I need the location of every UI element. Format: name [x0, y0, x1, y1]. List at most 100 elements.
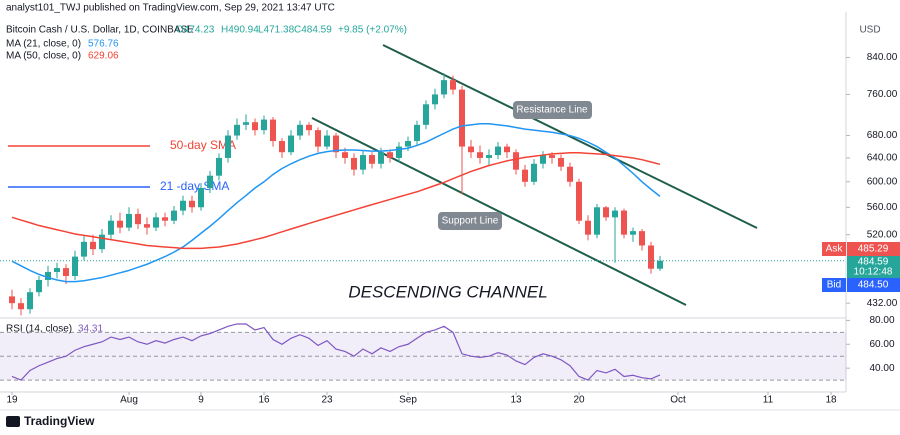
x-tick-label: Aug [120, 395, 138, 406]
candle-body [225, 135, 231, 158]
y-tick-label: 520.00 [867, 229, 898, 240]
rsi-tick-label: 40.00 [869, 363, 894, 374]
y-tick-label: 432.00 [867, 298, 898, 309]
candle-body [54, 268, 60, 273]
candle-body [513, 152, 519, 170]
legend-value: 629.06 [88, 51, 119, 62]
candle-body [234, 124, 240, 136]
candle-body [639, 231, 645, 246]
candle-body [135, 213, 141, 225]
candle-body [612, 210, 618, 218]
candle-body [162, 217, 168, 221]
legend-text: O474.23 [176, 25, 215, 36]
rsi-tick-label: 60.00 [869, 339, 894, 350]
legend-value: 576.76 [88, 39, 119, 50]
last-price-badge [847, 256, 900, 278]
x-tick-label: 16 [258, 395, 270, 406]
candle-body [549, 155, 555, 158]
y-tick-label: 840.00 [867, 52, 898, 63]
candle-body [81, 241, 87, 257]
x-tick-label: 11 [763, 395, 774, 406]
candle-body [270, 119, 276, 142]
legend-text: H490.94 [221, 25, 259, 36]
candle-body [126, 213, 132, 228]
x-tick-label: Sep [399, 395, 417, 406]
annotation: 21 -day SMA [160, 179, 229, 193]
ask-label: Ask [826, 244, 844, 255]
candle-body [594, 207, 600, 235]
candle-body [450, 80, 456, 90]
candle-body [108, 220, 114, 235]
ask-price-badge [847, 242, 900, 256]
candle-body [378, 152, 384, 164]
candle-body [279, 141, 285, 153]
annotation: 50-day SMA [170, 138, 236, 152]
candle-body [468, 146, 474, 153]
annotation: Support Line [442, 216, 499, 227]
bid-price-badge [847, 278, 900, 292]
resistance-callout [513, 101, 592, 119]
candle-body [396, 146, 402, 158]
candle-body [567, 166, 573, 182]
legend-text: L471.38 [258, 25, 295, 36]
candle-body [657, 260, 663, 269]
y-tick-label: 680.00 [867, 130, 898, 141]
x-tick-label: 13 [510, 395, 522, 406]
y-tick-label: 640.00 [867, 153, 898, 164]
rsi-value: 34.31 [78, 324, 103, 335]
candle-body [531, 163, 537, 182]
legend-text: Bitcoin Cash / U.S. Dollar, 1D, COINBASE [6, 25, 194, 36]
candle-body [9, 296, 15, 304]
pattern-label: DESCENDING CHANNEL [348, 282, 547, 301]
candle-body [342, 152, 348, 158]
rsi-line [11, 323, 661, 381]
ask-price: 485.29 [858, 244, 889, 255]
candle-body [486, 155, 492, 158]
x-tick-label: 23 [321, 395, 333, 406]
candle-body [387, 152, 393, 158]
candle-body [99, 234, 105, 250]
legend-text: C484.59 [294, 25, 332, 36]
candle-body [333, 135, 339, 153]
candle-body [261, 119, 267, 131]
countdown: 10:12:48 [854, 267, 893, 278]
bid-price: 484.50 [858, 280, 889, 291]
candle-body [243, 122, 249, 125]
candle-body [153, 217, 159, 228]
candle-body [72, 256, 78, 276]
y-unit: USD [859, 25, 880, 36]
brand: TradingView [24, 414, 95, 428]
candle-body [558, 157, 564, 167]
publisher: analyst101_TWJ published on TradingView.… [6, 3, 335, 14]
candle-body [90, 241, 96, 250]
candle-body [630, 231, 636, 235]
candle-body [522, 169, 528, 182]
brand-logo [6, 416, 20, 427]
candle-body [198, 187, 204, 208]
candle-body [288, 135, 294, 153]
candles [9, 73, 663, 316]
candle-body [621, 210, 627, 235]
candle-body [18, 303, 24, 310]
candle-body [477, 152, 483, 158]
candle-body [144, 224, 150, 228]
candle-body [36, 279, 42, 293]
candle-body [45, 272, 51, 280]
resistance-line [382, 44, 758, 229]
candle-body [414, 124, 420, 142]
candle-body [540, 155, 546, 164]
ask-badge [822, 242, 846, 256]
candle-body [459, 89, 465, 147]
x-tick-label: Oct [670, 395, 686, 406]
candle-body [306, 124, 312, 131]
candle-body [360, 155, 366, 170]
candle-body [189, 200, 195, 208]
candle-body [315, 130, 321, 147]
drawings [8, 44, 758, 306]
legend-text: +9.85 (+2.07%) [338, 25, 407, 36]
support-callout [438, 212, 502, 230]
candle-body [441, 80, 447, 95]
candle-body [171, 210, 177, 221]
